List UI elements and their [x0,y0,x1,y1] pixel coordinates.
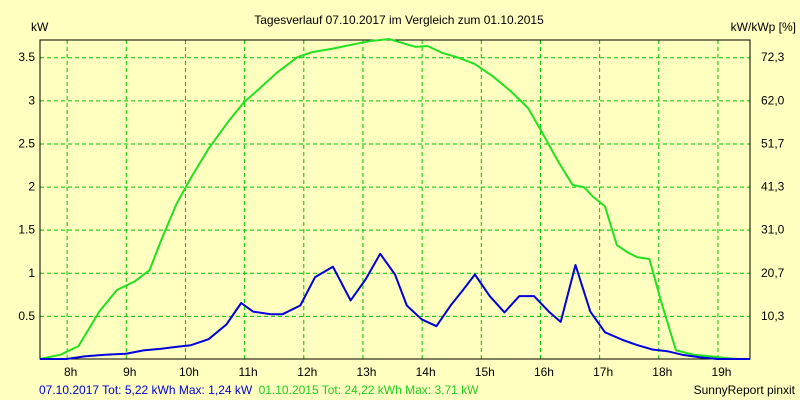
y-axis-right-label: kW/kWp [%] [731,20,796,34]
x-tick-label: 17h [593,365,613,379]
y2-tick-label: 51,7 [761,136,785,150]
y-tick-label: 3 [28,93,35,107]
y2-tick-label: 41,3 [761,180,785,194]
x-tick-label: 19h [711,365,731,379]
credit-text: SunnyReport pinxit [694,383,796,397]
y-tick-label: 2.5 [18,136,35,150]
y-tick-label: 0.5 [18,309,35,323]
footer-legend: 07.10.2017 Tot: 5,22 kWh Max: 1,24 kW 01… [39,383,479,397]
y2-tick-label: 31,0 [761,223,785,237]
x-tick-label: 13h [356,365,376,379]
series-line [40,252,750,360]
y2-tick-label: 62,0 [761,93,785,107]
y2-tick-label: 20,7 [761,266,785,280]
chart-title: Tagesverlauf 07.10.2017 im Vergleich zum… [254,13,544,27]
y2-tick-label: 72,3 [761,50,785,64]
y-tick-label: 3.5 [18,50,35,64]
y-axis-left-ticks: 0.5 1 1.5 2 2.5 3 3.5 [18,50,35,323]
y-axis-right-ticks: 10,3 20,7 31,0 41,3 51,7 62,0 72,3 [761,50,785,323]
y-tick-label: 2 [28,180,35,194]
series-lines [39,38,750,360]
y-axis-left-label: kW [31,20,49,34]
y-tick-label: 1 [28,266,35,280]
x-tick-label: 10h [179,365,199,379]
x-tick-label: 14h [416,365,436,379]
legend-2015: 01.10.2015 Tot: 24,22 kWh Max: 3,71 kW [259,383,480,397]
series-line [39,38,750,360]
x-tick-label: 12h [297,365,317,379]
plot-area-frame [39,39,751,360]
legend-2017: 07.10.2017 Tot: 5,22 kWh Max: 1,24 kW [39,383,253,397]
x-tick-label: 9h [123,365,136,379]
x-tick-label: 11h [239,365,258,379]
x-axis-ticks: 8h 9h 10h 11h 12h 13h 14h 15h 16h 17h 18h 19h [64,365,732,379]
x-tick-label: 15h [475,365,495,379]
x-tick-label: 8h [64,365,77,379]
gridlines [40,40,750,359]
x-tick-label: 18h [652,365,672,379]
y2-tick-label: 10,3 [761,309,785,323]
x-tick-label: 16h [534,365,554,379]
y-tick-label: 1.5 [18,223,35,237]
